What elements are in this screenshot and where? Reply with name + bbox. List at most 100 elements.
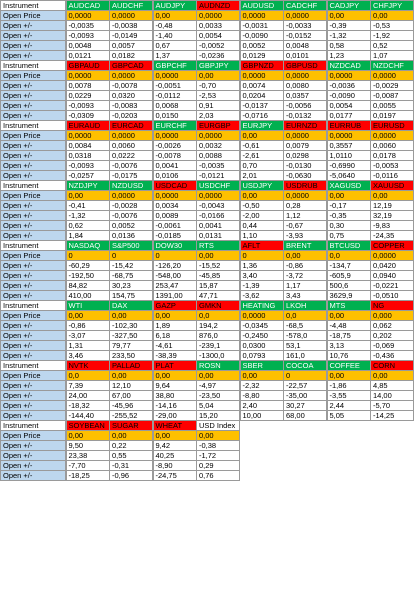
open-pm-value: -1,32: [65, 210, 110, 221]
open-pm-value: 0,67: [152, 40, 197, 51]
open-price-value: 0,0000: [65, 10, 110, 21]
instrument-name: MTS: [326, 300, 371, 311]
open-pm-value: -0,0236: [196, 50, 240, 61]
open-price-value: 0,0: [196, 310, 240, 321]
open-pm-value: 0,0357: [283, 90, 327, 101]
instrument-name: GMKN: [196, 300, 240, 311]
open-pm-value: -0,0026: [152, 140, 197, 151]
open-pm-value: -0,0090: [239, 30, 284, 41]
open-pm-value: -0,0137: [239, 100, 284, 111]
instrument-name: CORN: [370, 360, 414, 371]
open-pm-value: 0,0054: [326, 100, 371, 111]
instrument-name: CADJPY: [326, 0, 371, 11]
open-pm-value: -0,39: [326, 20, 371, 31]
open-pm-label: Open +/-: [0, 340, 66, 351]
open-pm-value: 53,1: [283, 340, 327, 351]
open-pm-row: Open +/- 0,0048 0,0057 0,67 -0,0052 0,0052 0,0…: [0, 40, 416, 51]
open-pm-value: -0,0053: [370, 160, 414, 171]
instrument-name: S&P500: [109, 240, 153, 251]
open-pm-value: -0,0036: [326, 80, 371, 91]
open-pm-value: 0,0222: [109, 150, 153, 161]
instrument-name: RTS: [196, 240, 240, 251]
open-price-value: 0,0000: [109, 190, 153, 201]
instrument-name: USDRUB: [283, 180, 327, 191]
open-pm-value: 9,50: [65, 440, 110, 451]
open-price-row: Open Price 0 0 0 0,00 0 0,00 0,0 0,0000: [0, 250, 416, 261]
open-pm-value: 2,44: [326, 400, 371, 411]
open-pm-value: -239,1: [196, 340, 240, 351]
open-pm-value: 0,29: [196, 460, 240, 471]
open-price-value: 0,0000: [370, 130, 414, 141]
open-price-value: 0,0000: [196, 190, 240, 201]
open-price-row: Open Price 0,0 0,00 0,00 0,00 0,00 0 0,00 0,00: [0, 370, 416, 381]
open-pm-value: -0,0078: [109, 80, 153, 91]
instrument-name: GBPAUD: [65, 60, 110, 71]
instrument-label: Instrument: [0, 0, 66, 11]
open-price-value: 0,00: [239, 190, 284, 201]
open-pm-value: 67,00: [109, 390, 153, 401]
open-pm-value: -0,0166: [196, 210, 240, 221]
open-pm-value: 0,0177: [326, 110, 371, 121]
open-pm-value: -144,40: [65, 410, 110, 421]
open-price-value: 0,0000: [283, 10, 327, 21]
open-pm-value: 0,55: [109, 450, 153, 461]
open-pm-value: -0,0510: [370, 290, 414, 301]
open-pm-value: 154,75: [109, 290, 153, 301]
open-pm-value: 5,05: [326, 410, 371, 421]
open-pm-value: 0,0197: [370, 110, 414, 121]
open-pm-value: -0,38: [196, 440, 240, 451]
open-pm-value: 233,50: [109, 350, 153, 361]
open-pm-value: 410,00: [65, 290, 110, 301]
open-pm-value: 0,91: [196, 100, 240, 111]
open-pm-value: -0,069: [370, 340, 414, 351]
open-pm-value: -1,72: [196, 450, 240, 461]
open-pm-value: 10,76: [326, 350, 371, 361]
open-price-label: Open Price: [0, 430, 66, 441]
open-pm-value: -0,48: [152, 20, 197, 31]
open-pm-value: -0,0061: [152, 220, 197, 231]
instrument-name: DOW30: [152, 240, 197, 251]
instrument-name: XAUUSD: [370, 180, 414, 191]
instrument-header-row: Instrument GBPAUD GBPCAD GBPCHF GBPJPY GBPNZD…: [0, 60, 416, 71]
open-pm-value: 3,43: [283, 290, 327, 301]
open-price-value: 0,00: [196, 430, 240, 441]
instrument-header-row: Instrument NVTK PALLAD PLAT ROSN SBER COCOA COF…: [0, 360, 416, 371]
quotes-table: Instrument AUDCAD AUDCHF AUDJPY AUDNZD AUDUSD…: [0, 0, 416, 481]
instrument-name: NZDCAD: [326, 60, 371, 71]
open-pm-value: 500,6: [326, 280, 371, 291]
open-pm-value: -0,0175: [109, 170, 153, 181]
open-pm-value: -14,25: [370, 410, 414, 421]
open-pm-value: -134,7: [326, 260, 371, 271]
open-pm-value: 0,0178: [370, 150, 414, 161]
instrument-label: Instrument: [0, 360, 66, 371]
open-price-value: 0,00: [196, 250, 240, 261]
open-price-label: Open Price: [0, 250, 66, 261]
open-pm-value: 0,75: [326, 230, 371, 241]
open-pm-value: 0,0121: [65, 50, 110, 61]
open-pm-value: -0,0087: [370, 90, 414, 101]
open-pm-value: -0,0149: [109, 30, 153, 41]
open-pm-value: 0,0052: [109, 220, 153, 231]
open-pm-value: -15,42: [109, 260, 153, 271]
open-pm-row: Open +/- -0,0309 -0,0203 0,0150 2,03 -0,0716-…: [0, 110, 416, 121]
instrument-name: NZDUSD: [109, 180, 153, 191]
open-pm-value: 0,52: [370, 40, 414, 51]
open-price-row: Open Price 0,00 0,00 0,00 0,00: [0, 430, 416, 441]
instrument-name: USDCHF: [196, 180, 240, 191]
open-price-label: Open Price: [0, 370, 66, 381]
open-pm-value: -0,0257: [65, 170, 110, 181]
instrument-name: GBPUSD: [283, 60, 327, 71]
open-pm-value: 9,42: [152, 440, 197, 451]
open-pm-value: -0,0033: [283, 20, 327, 31]
open-pm-value: 3,46: [65, 350, 110, 361]
open-price-row: Open Price 0,0000 0,0000 0,0000 0,00 0,0000 0,…: [0, 70, 416, 81]
open-price-value: 0,0000: [152, 70, 197, 81]
open-pm-label: Open +/-: [0, 450, 66, 461]
instrument-name: AUDCAD: [65, 0, 110, 11]
open-pm-value: -0,0203: [109, 110, 153, 121]
open-pm-value: -605,9: [326, 270, 371, 281]
open-pm-value: 1,36: [239, 260, 284, 271]
open-pm-value: -1,86: [326, 380, 371, 391]
open-pm-value: -0,53: [370, 20, 414, 31]
open-price-value: 0,00: [65, 310, 110, 321]
